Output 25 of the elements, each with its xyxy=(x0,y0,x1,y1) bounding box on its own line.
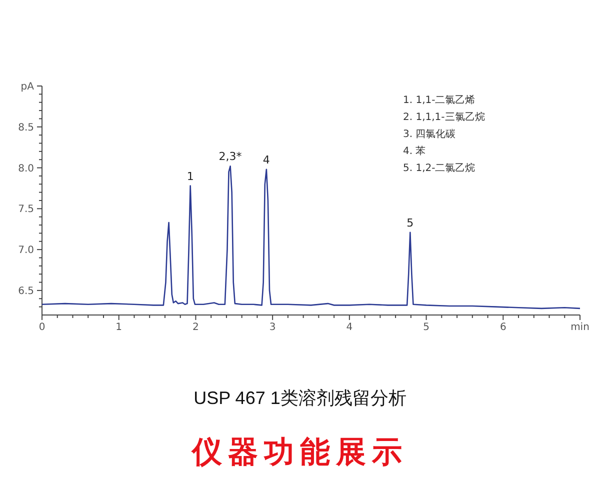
y-tick-label: 8.5 xyxy=(18,122,34,134)
annotation: 1. 1,1-二氯乙烯 xyxy=(403,94,476,106)
x-tick-label: 4 xyxy=(346,322,353,333)
text: USP 467 1类溶剂残留分析 xyxy=(194,388,406,408)
annotation: 5. 1,2-二氯乙烷 xyxy=(403,162,476,174)
y-tick-label: 8.0 xyxy=(18,163,34,174)
x-tick-label: 2 xyxy=(192,322,199,333)
x-tick-label: 6 xyxy=(500,322,506,333)
annotation: 2,3* xyxy=(218,150,242,164)
x-tick-label: 3 xyxy=(269,322,276,333)
y-tick-label: 7.5 xyxy=(18,204,34,216)
x-tick-label: 5 xyxy=(423,322,430,333)
annotation: 1 xyxy=(186,170,194,183)
y-tick-label: pA xyxy=(20,82,34,92)
annotation: 4. 苯 xyxy=(403,145,426,157)
annotation: 2. 1,1,1-三氯乙烷 xyxy=(403,111,485,123)
y-tick-label: 6.5 xyxy=(18,286,34,297)
annotation: 3. 四氯化碳 xyxy=(403,128,456,140)
text: 仪器功能展示 xyxy=(191,435,408,470)
x-tick-label: 0 xyxy=(38,322,46,333)
annotation: 5 xyxy=(406,216,414,230)
y-tick-label: 7.0 xyxy=(18,245,34,256)
x-tick-label: 1 xyxy=(116,322,122,333)
annotation: 4 xyxy=(262,153,270,166)
x-tick-label: min xyxy=(570,322,590,333)
